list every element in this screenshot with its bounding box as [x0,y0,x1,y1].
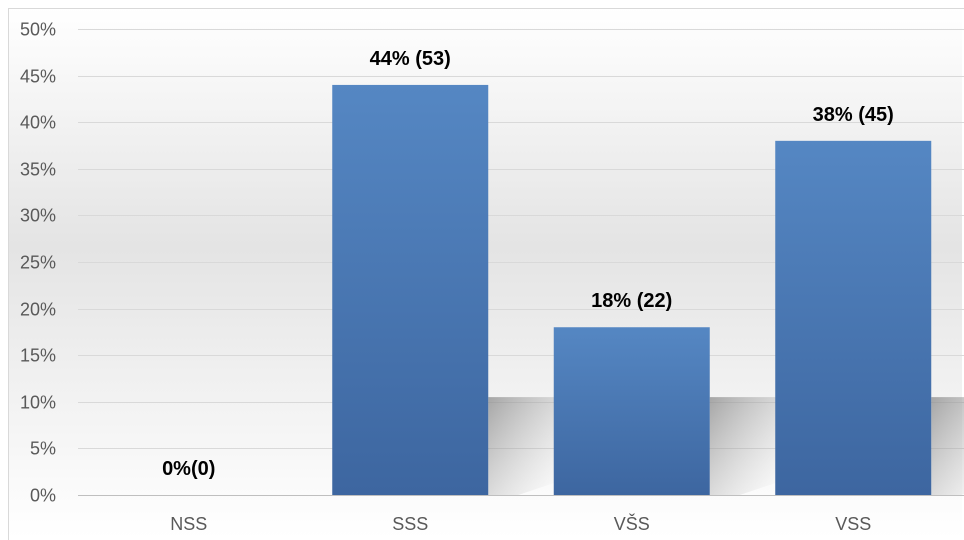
y-tick-label: 10% [20,393,56,413]
y-tick-label: 50% [20,20,56,40]
y-tick-label: 20% [20,300,56,320]
bar [775,140,932,495]
x-tick-label: VSS [835,514,871,534]
y-tick-label: 35% [20,160,56,180]
x-tick-label: SSS [392,514,428,534]
y-tick-label: 30% [20,206,56,226]
x-tick-label: NSS [170,514,207,534]
bars [332,84,932,496]
data-label: 44% (53) [370,48,451,70]
y-tick-label: 5% [30,439,56,459]
bar-shadow [931,397,964,495]
bar-shadow [488,397,555,495]
bar-shadow [709,397,776,495]
data-labels: 0%(0) 44% (53) 18% (22) 38% (45) [162,48,894,480]
bar [553,327,710,495]
y-axis-tick-labels: 0% 5% 10% 15% 20% 25% 30% 35% 40% 45% 50% [20,20,56,506]
y-tick-label: 25% [20,253,56,273]
data-label: 0%(0) [162,458,215,480]
y-tick-label: 15% [20,346,56,366]
y-tick-label: 0% [30,486,56,506]
bar [332,84,489,496]
x-axis-tick-labels: NSS SSS VŠS VSS [170,513,871,534]
y-tick-label: 40% [20,113,56,133]
y-tick-label: 45% [20,67,56,87]
x-tick-label: VŠS [614,513,650,534]
data-label: 38% (45) [813,104,894,126]
bar-shadows [488,397,964,495]
data-label: 18% (22) [591,290,672,312]
